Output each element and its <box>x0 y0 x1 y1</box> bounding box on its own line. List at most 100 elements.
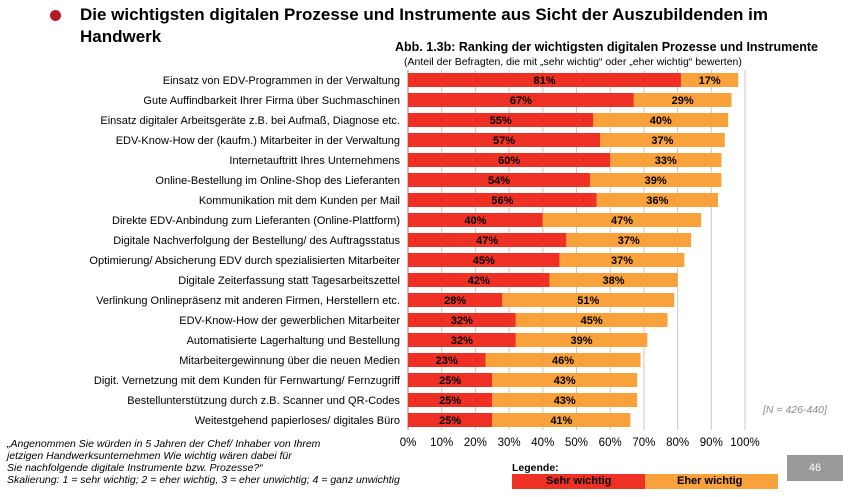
data-label: 45% <box>581 315 603 327</box>
question-line: Sie nachfolgende digitale Instrumente bz… <box>7 462 263 474</box>
data-label: 38% <box>603 275 625 287</box>
category-label: Kommunikation mit dem Kunden per Mail <box>199 195 400 207</box>
data-label: 36% <box>646 195 668 207</box>
legend-eher-label: Eher wichtig <box>677 475 743 487</box>
x-tick-label: 50% <box>565 437 588 449</box>
category-label: EDV-Know-How der gewerblichen Mitarbeite… <box>179 315 400 327</box>
category-label: Gute Auffindbarkeit Ihrer Firma über Suc… <box>143 95 400 107</box>
bar-segment-eher-wichtig <box>549 273 678 287</box>
category-label: Einsatz digitaler Arbeitsgeräte z.B. bei… <box>100 115 400 127</box>
category-label: Einsatz von EDV-Programmen in der Verwal… <box>163 75 400 87</box>
data-label: 41% <box>550 415 572 427</box>
data-label: 40% <box>650 115 672 127</box>
title-bullet-icon <box>50 10 61 21</box>
category-label: Bestellunterstützung durch z.B. Scanner … <box>127 395 400 407</box>
bar-segment-eher-wichtig <box>492 373 638 387</box>
x-tick-label: 80% <box>666 437 689 449</box>
question-line: jetzigen Handwerksunternehmen Wie wichti… <box>7 450 292 462</box>
bar-segment-eher-wichtig <box>515 333 648 347</box>
x-tick-label: 20% <box>464 437 487 449</box>
x-tick-label: 100% <box>730 437 759 449</box>
data-label: 56% <box>491 195 513 207</box>
category-label: Verlinkung Onlinepräsenz mit anderen Fir… <box>96 295 400 307</box>
bar-segment-sehr-wichtig <box>408 393 493 407</box>
bar-segment-sehr-wichtig <box>408 413 493 427</box>
bar-segment-eher-wichtig <box>502 293 675 307</box>
data-label: 42% <box>468 275 490 287</box>
x-tick-label: 70% <box>632 437 655 449</box>
data-label: 47% <box>476 235 498 247</box>
bar-segment-sehr-wichtig <box>408 293 503 307</box>
bar-segment-sehr-wichtig <box>408 373 493 387</box>
category-label: EDV-Know-How der (kaufm.) Mitarbeiter in… <box>116 135 400 147</box>
data-label: 57% <box>493 135 515 147</box>
bar-segment-eher-wichtig <box>492 393 638 407</box>
x-tick-label: 40% <box>531 437 554 449</box>
page-number-badge: 46 <box>787 455 843 481</box>
bar-segment-sehr-wichtig <box>408 193 597 207</box>
bar-segment-eher-wichtig <box>492 413 631 427</box>
bar-segment-eher-wichtig <box>542 213 702 227</box>
bar-segment-eher-wichtig <box>596 193 719 207</box>
category-label: Internetauftritt Ihres Unternehmens <box>229 155 400 167</box>
question-line: „Angenommen Sie würden in 5 Jahren der C… <box>7 438 321 450</box>
data-label: 43% <box>554 375 576 387</box>
bar-segment-eher-wichtig <box>610 153 722 167</box>
sample-size-note: [N = 426-440] <box>763 404 827 416</box>
legend-sehr-label: Sehr wichtig <box>546 475 612 487</box>
data-label: 37% <box>651 135 673 147</box>
chart-subtitle: (Anteil der Befragten, die mit „sehr wic… <box>404 56 742 68</box>
x-tick-label: 90% <box>700 437 723 449</box>
data-label: 17% <box>699 75 721 87</box>
bar-segment-eher-wichtig <box>593 113 729 127</box>
data-label: 81% <box>533 75 555 87</box>
bar-segment-eher-wichtig <box>680 73 739 87</box>
category-label: Mitarbeitergewinnung über die neuen Medi… <box>179 355 400 367</box>
data-label: 55% <box>490 115 512 127</box>
bar-segment-eher-wichtig <box>566 233 692 247</box>
category-label: Digitale Zeiterfassung statt Tagesarbeit… <box>178 275 400 287</box>
chart-title: Abb. 1.3b: Ranking der wichtigsten digit… <box>395 40 818 54</box>
bar-segment-sehr-wichtig <box>408 213 543 227</box>
bar-segment-eher-wichtig <box>633 93 732 107</box>
data-label: 32% <box>451 335 473 347</box>
bar-segment-sehr-wichtig <box>408 233 567 247</box>
data-label: 28% <box>444 295 466 307</box>
data-label: 67% <box>510 95 532 107</box>
data-label: 46% <box>552 355 574 367</box>
bar-segment-sehr-wichtig <box>408 93 634 107</box>
data-label: 29% <box>672 95 694 107</box>
bar-segment-sehr-wichtig <box>408 253 560 267</box>
bar-segment-sehr-wichtig <box>408 333 516 347</box>
x-tick-label: 0% <box>400 437 417 449</box>
data-label: 25% <box>439 395 461 407</box>
data-label: 39% <box>645 175 667 187</box>
data-label: 25% <box>439 415 461 427</box>
bar-segment-eher-wichtig <box>559 253 685 267</box>
bar-segment-eher-wichtig <box>600 133 725 147</box>
category-label: Weitestgehend papierloses/ digitales Bür… <box>195 415 400 427</box>
bar-segment-sehr-wichtig <box>408 113 594 127</box>
data-label: 54% <box>488 175 510 187</box>
legend-sehr-wichtig: Sehr wichtig <box>512 474 645 489</box>
x-tick-label: 60% <box>599 437 622 449</box>
data-label: 37% <box>618 235 640 247</box>
data-label: 43% <box>554 395 576 407</box>
x-tick-label: 10% <box>430 437 453 449</box>
legend-title: Legende: <box>512 462 559 474</box>
bar-segment-sehr-wichtig <box>408 153 611 167</box>
survey-question: „Angenommen Sie würden in 5 Jahren der C… <box>7 438 477 486</box>
scale-line: Skalierung: 1 = sehr wichtig; 2 = eher w… <box>7 474 400 486</box>
bar-segment-sehr-wichtig <box>408 73 681 87</box>
data-label: 23% <box>436 355 458 367</box>
category-label: Online-Bestellung im Online-Shop des Lie… <box>155 175 400 187</box>
bar-segment-sehr-wichtig <box>408 313 516 327</box>
bar-segment-eher-wichtig <box>485 353 641 367</box>
data-label: 33% <box>655 155 677 167</box>
category-label: Digit. Vernetzung mit dem Kunden für Fer… <box>94 375 401 387</box>
bar-segment-sehr-wichtig <box>408 353 486 367</box>
bar-segment-sehr-wichtig <box>408 133 601 147</box>
bar-segment-sehr-wichtig <box>408 273 550 287</box>
bar-segment-eher-wichtig <box>589 173 722 187</box>
